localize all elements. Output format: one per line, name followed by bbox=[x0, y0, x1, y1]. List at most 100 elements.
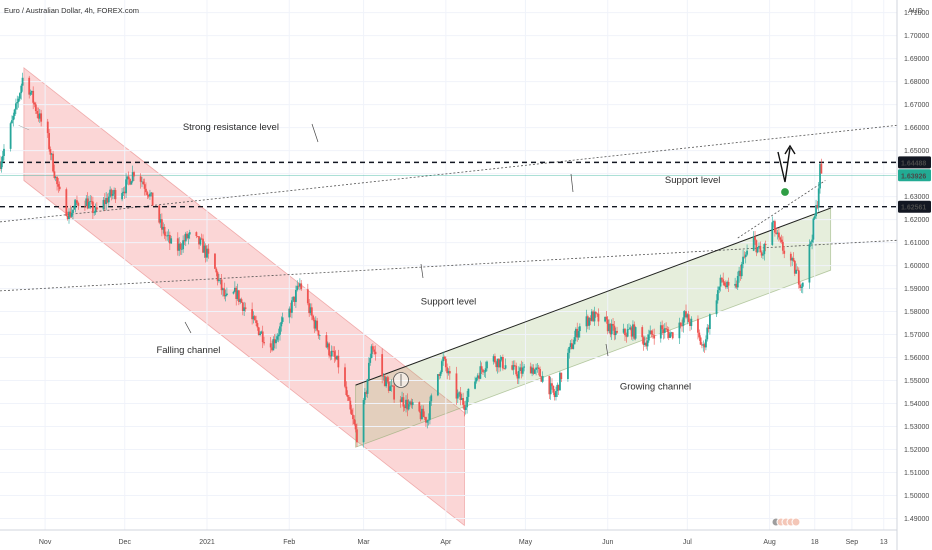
time-tick-label: 2021 bbox=[199, 539, 215, 546]
candle-body bbox=[241, 302, 244, 311]
candle-body bbox=[73, 205, 76, 210]
candle-body bbox=[371, 346, 374, 350]
candle-body bbox=[628, 328, 630, 330]
candle bbox=[243, 301, 246, 316]
candle-body bbox=[54, 176, 57, 178]
candle-body bbox=[568, 346, 571, 353]
candle bbox=[726, 280, 729, 289]
candle bbox=[780, 234, 783, 244]
candle bbox=[740, 261, 743, 280]
candle bbox=[69, 205, 72, 219]
candle-body bbox=[796, 269, 799, 271]
candle-body bbox=[105, 197, 108, 205]
candle-body bbox=[559, 372, 561, 391]
candle-body bbox=[549, 383, 552, 395]
candle-body bbox=[297, 285, 300, 287]
candle bbox=[103, 193, 106, 211]
candle-body bbox=[689, 321, 691, 326]
candle-body bbox=[459, 392, 462, 401]
candle bbox=[226, 287, 228, 297]
candle-body bbox=[131, 172, 134, 182]
candle bbox=[486, 360, 488, 372]
candle bbox=[605, 311, 608, 324]
candle bbox=[178, 237, 181, 257]
candle-body bbox=[46, 121, 49, 134]
candle-body bbox=[444, 358, 447, 368]
candle-body bbox=[257, 327, 260, 336]
candle-body bbox=[216, 272, 219, 282]
price-tick-label: 1.68000 bbox=[904, 79, 929, 86]
candle-body bbox=[519, 367, 522, 371]
candle-body bbox=[345, 386, 348, 396]
candle-body bbox=[478, 375, 480, 379]
candle bbox=[462, 392, 464, 409]
candle bbox=[295, 285, 297, 308]
candle-body bbox=[682, 317, 685, 326]
candle-body bbox=[553, 392, 556, 398]
candle bbox=[690, 316, 693, 330]
candle bbox=[702, 340, 705, 352]
candle-body bbox=[498, 358, 500, 368]
candle bbox=[622, 323, 625, 335]
candle-body bbox=[162, 226, 165, 230]
candle-body bbox=[467, 388, 470, 397]
candle-body bbox=[653, 335, 656, 339]
candle-body bbox=[423, 416, 426, 418]
candle-body bbox=[458, 392, 461, 394]
candle bbox=[665, 322, 668, 330]
candle bbox=[275, 333, 277, 349]
candle-body bbox=[726, 281, 729, 288]
candle-body bbox=[746, 250, 748, 255]
candle bbox=[328, 342, 330, 359]
candle bbox=[722, 272, 725, 286]
candle-body bbox=[52, 153, 54, 172]
candle-body bbox=[16, 102, 19, 104]
candle bbox=[762, 250, 764, 260]
candle-body bbox=[740, 264, 743, 277]
candle bbox=[369, 353, 372, 366]
candle bbox=[586, 314, 589, 330]
candle bbox=[653, 328, 656, 345]
candle bbox=[362, 397, 365, 448]
candle-body bbox=[369, 357, 372, 363]
candle bbox=[58, 181, 61, 192]
candle bbox=[381, 348, 384, 384]
candle bbox=[772, 220, 775, 228]
candle-body bbox=[57, 184, 60, 187]
candle-body bbox=[259, 333, 261, 336]
candle bbox=[697, 315, 699, 340]
candle-body bbox=[348, 396, 350, 401]
candle-body bbox=[436, 374, 439, 396]
candle-body bbox=[223, 288, 226, 297]
candle bbox=[539, 366, 541, 377]
candle-body bbox=[820, 163, 823, 174]
candle-body bbox=[240, 299, 243, 303]
candle bbox=[606, 316, 609, 335]
candle-body bbox=[703, 344, 706, 348]
candle bbox=[682, 310, 685, 333]
candle bbox=[808, 239, 811, 289]
time-tick-label: 18 bbox=[811, 539, 819, 546]
candle bbox=[15, 98, 17, 115]
candle-body bbox=[30, 90, 33, 93]
candle-body bbox=[329, 355, 332, 357]
candle-body bbox=[678, 322, 681, 339]
candle-body bbox=[662, 329, 665, 333]
candle bbox=[0, 156, 3, 173]
candle bbox=[214, 253, 216, 270]
candle-body bbox=[610, 323, 613, 335]
candle bbox=[48, 128, 50, 152]
time-tick-label: Aug bbox=[763, 539, 776, 546]
candle bbox=[560, 372, 563, 383]
candle bbox=[318, 334, 321, 341]
price-tick-label: 1.56000 bbox=[904, 355, 929, 362]
candle-body bbox=[93, 212, 96, 214]
candle bbox=[184, 231, 187, 247]
candle-body bbox=[495, 362, 498, 368]
candle-body bbox=[204, 245, 207, 258]
candle bbox=[288, 306, 291, 324]
candle bbox=[670, 331, 673, 337]
